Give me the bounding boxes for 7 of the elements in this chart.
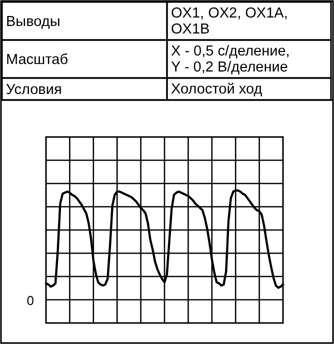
text: X - 0,5 с/деление, Y - 0,2 В/деление: [171, 44, 290, 76]
text: 0: [26, 292, 34, 308]
text: Масштаб: [6, 52, 68, 68]
text: OX1, OX2, OX1A, OX1B: [171, 6, 288, 38]
text: Холостой ход: [171, 82, 263, 98]
text: Условия: [6, 82, 62, 98]
text: Выводы: [6, 14, 60, 30]
